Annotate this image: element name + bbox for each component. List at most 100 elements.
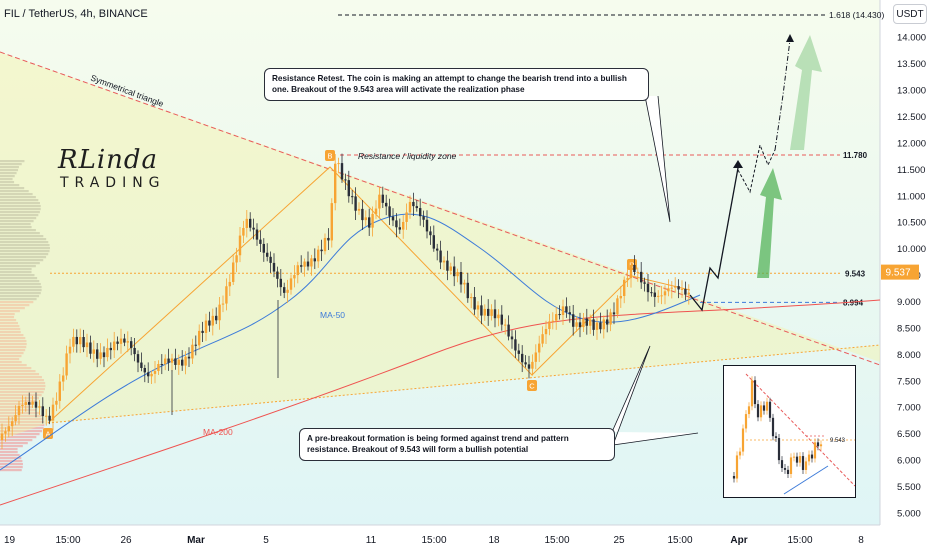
currency-button[interactable]: USDT	[893, 4, 927, 24]
candle-body	[0, 433, 4, 440]
candle-body	[633, 265, 636, 272]
candle-body	[130, 341, 133, 348]
candle-body	[259, 239, 262, 244]
candle-body	[65, 353, 68, 376]
volume-bar	[0, 415, 42, 418]
candle-body	[252, 227, 255, 230]
candle-body	[143, 367, 146, 373]
y-tick-label: 6.000	[897, 456, 921, 467]
volume-bar	[0, 256, 47, 259]
volume-bar	[0, 466, 23, 469]
candle-body	[279, 278, 282, 288]
volume-bar	[0, 400, 36, 403]
candle-body	[619, 296, 622, 299]
ma200-line	[0, 299, 881, 506]
volume-bar	[0, 226, 32, 229]
candle-body	[225, 286, 228, 304]
candle-body	[330, 203, 333, 241]
candle-body	[194, 344, 197, 346]
candle-body	[524, 362, 527, 365]
candle-body	[106, 347, 109, 358]
candle-body	[538, 343, 541, 353]
fibonacci-level-label: 1.618 (14.430)	[829, 10, 884, 20]
x-tick-label: 11	[366, 535, 377, 546]
volume-bar	[0, 397, 40, 400]
volume-bar	[0, 184, 20, 187]
candle-body	[150, 373, 153, 377]
candle-body	[527, 364, 531, 369]
candle-body	[361, 208, 364, 221]
candle-body	[62, 375, 65, 382]
candle-body	[109, 347, 112, 351]
candle-body	[425, 219, 429, 232]
candle-body	[429, 231, 432, 236]
volume-bar	[0, 430, 43, 433]
volume-bar	[0, 310, 20, 313]
projection-dashed-path	[737, 143, 776, 194]
candle-body	[663, 291, 667, 296]
candle-body	[320, 249, 323, 252]
volume-bar	[0, 433, 40, 436]
candle-body	[449, 266, 452, 271]
candle-body	[592, 319, 595, 330]
point-c-marker	[527, 380, 537, 391]
volume-bar	[0, 298, 37, 301]
candle-body	[381, 194, 384, 203]
volume-bar	[0, 163, 22, 166]
volume-bar	[0, 214, 39, 217]
candle-body	[334, 163, 337, 204]
x-tick-label: 15:00	[667, 535, 692, 546]
candle-body	[266, 252, 269, 257]
inset-candle-body	[738, 451, 742, 456]
inset-candle-body	[780, 460, 784, 469]
candle-body	[371, 213, 374, 228]
bullish-arrow-2	[790, 35, 822, 150]
candle-body	[286, 289, 289, 293]
candle-body	[164, 358, 167, 365]
volume-bar	[0, 334, 24, 337]
candle-body	[398, 227, 401, 230]
projection-fib-arrowhead	[786, 34, 794, 42]
candle-body	[646, 283, 650, 293]
candle-body	[595, 322, 599, 330]
candles-group	[0, 153, 690, 449]
triangle-upper-trendline	[0, 51, 881, 366]
candle-body	[327, 237, 330, 241]
inset-candle-body	[786, 469, 790, 474]
candle-body	[541, 334, 544, 344]
volume-bar	[0, 319, 17, 322]
volume-bar	[0, 376, 42, 379]
inset-candle-body	[813, 442, 817, 459]
candle-body	[626, 278, 629, 280]
resistance-retest-callout: Resistance Retest. The coin is making an…	[264, 68, 649, 102]
volume-bar	[0, 316, 15, 319]
candle-body	[300, 265, 303, 267]
candle-body	[657, 295, 660, 297]
candle-body	[589, 319, 592, 326]
volume-bar	[0, 196, 36, 199]
brand-logo: RLinda TRADING	[58, 145, 160, 191]
candle-body	[7, 426, 10, 432]
candle-body	[170, 358, 174, 363]
volume-bar	[0, 253, 49, 256]
candle-body	[4, 431, 7, 434]
volume-bar	[0, 232, 40, 235]
candle-body	[500, 314, 503, 325]
volume-bar	[0, 460, 23, 463]
inset-candle-body	[732, 476, 736, 479]
candle-body	[204, 320, 208, 333]
volume-bar	[0, 313, 15, 316]
volume-bar	[0, 259, 44, 262]
resistance-zone-label: Resistance / liquidity zone	[358, 151, 457, 161]
y-tick-label: 5.000	[897, 508, 921, 519]
y-tick-label: 7.500	[897, 376, 921, 387]
candle-body	[276, 271, 279, 279]
volume-bar	[0, 451, 18, 454]
candle-body	[599, 322, 602, 330]
inset-candle-body	[789, 457, 793, 474]
volume-bar	[0, 364, 27, 367]
candle-body	[17, 405, 21, 416]
candle-body	[211, 315, 214, 326]
x-tick-label: Apr	[730, 535, 747, 546]
